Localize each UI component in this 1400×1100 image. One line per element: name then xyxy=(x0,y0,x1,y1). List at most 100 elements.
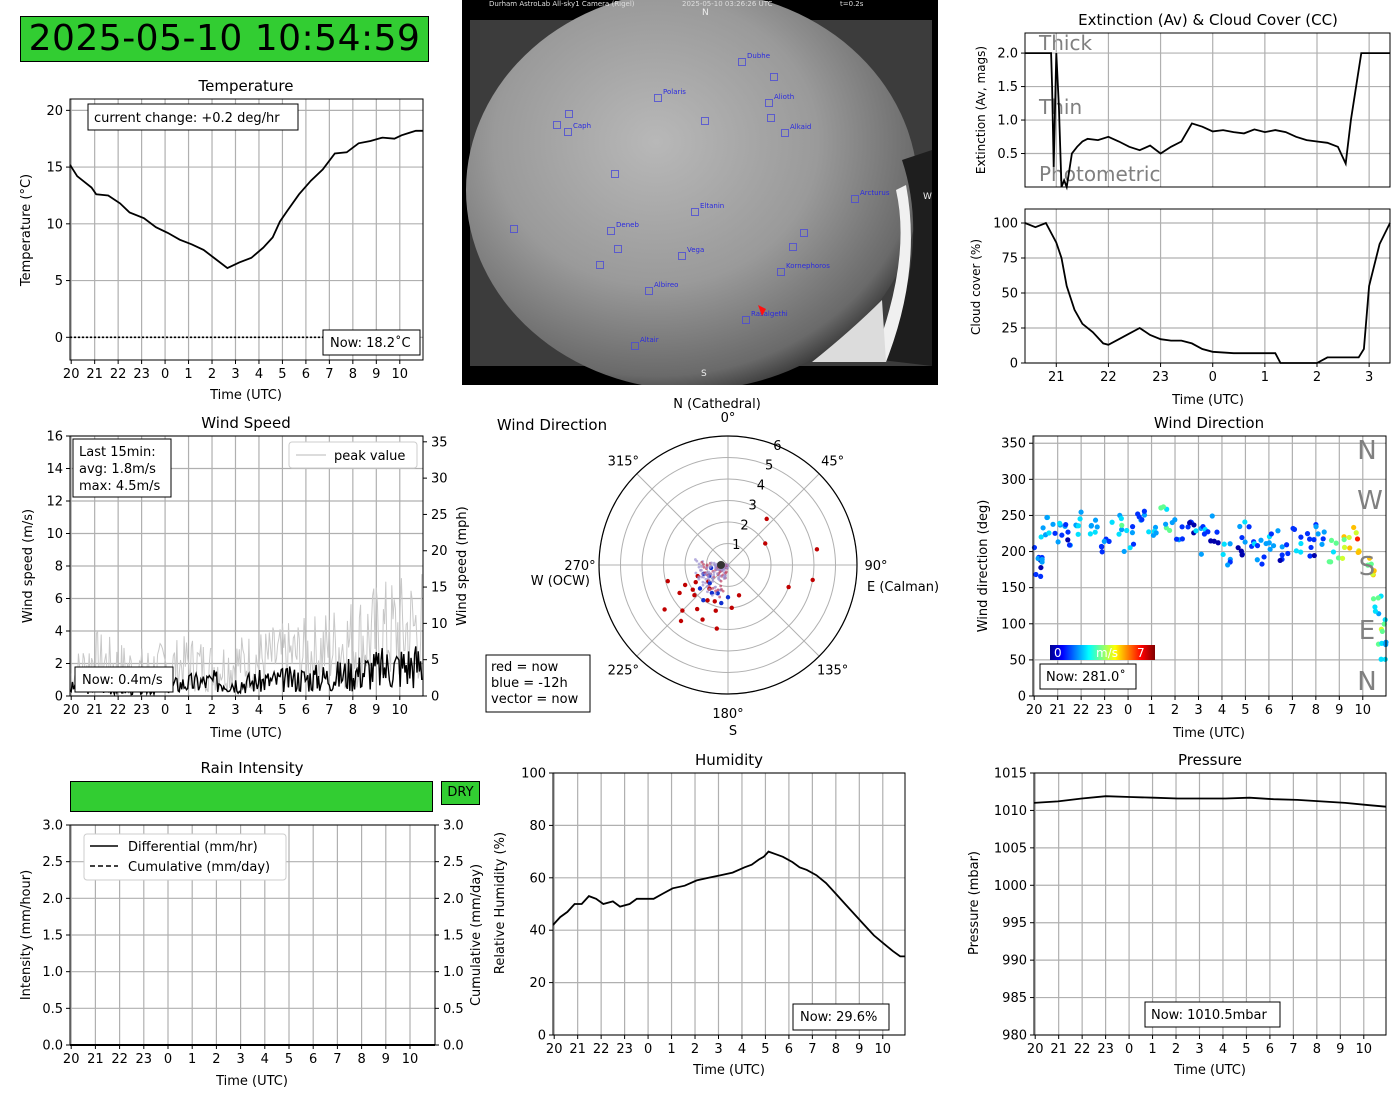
humidity-chart: Humidity Relative Humidity (%) Time (UTC… xyxy=(493,751,906,1078)
extinction-chart: Extinction (Av) & Cloud Cover (CC) Extin… xyxy=(974,11,1391,191)
y-tick-label: 60 xyxy=(529,871,546,886)
x-tick-label: 6 xyxy=(302,367,310,382)
polar-point xyxy=(719,600,724,606)
humidity-xlabel: Time (UTC) xyxy=(692,1063,765,1078)
y2-tick-label: 0.0 xyxy=(443,1039,464,1054)
polar-point xyxy=(705,563,709,567)
y-tick-label: 200 xyxy=(1001,545,1026,560)
x-tick-label: 10 xyxy=(402,1052,419,1067)
wind-direction-point xyxy=(1313,524,1319,530)
extinction-label-thick: Thick xyxy=(1038,31,1092,55)
x-tick-label: 7 xyxy=(1289,1042,1297,1057)
x-tick-label: 9 xyxy=(372,703,380,718)
wind-direction-point xyxy=(1268,531,1274,537)
plot-frame xyxy=(1024,208,1391,364)
wind-direction-point xyxy=(1215,540,1221,546)
polar-point xyxy=(718,595,722,599)
wind-direction-point xyxy=(1209,513,1215,519)
polar-point xyxy=(705,566,709,570)
wind-direction-point xyxy=(1087,531,1093,537)
polar-point xyxy=(697,565,701,569)
polar-point xyxy=(726,566,729,570)
y-tick-label: 2.0 xyxy=(42,892,63,907)
y-tick-label: 0 xyxy=(55,331,63,346)
wind-direction-point xyxy=(1319,541,1325,547)
wind-direction-point xyxy=(1370,596,1377,602)
allsky-star-marker xyxy=(770,73,778,81)
x-tick-label: 21 xyxy=(1050,1042,1067,1057)
polar-point xyxy=(715,572,719,575)
wind-speed-summary-line3: max: 4.5m/s xyxy=(79,479,161,494)
x-tick-label: 20 xyxy=(63,1052,80,1067)
wind-direction-point xyxy=(1193,528,1199,534)
x-tick-label: 2 xyxy=(691,1042,699,1057)
allsky-star-label: Kornephoros xyxy=(786,262,830,270)
polar-point xyxy=(786,584,791,590)
wind-direction-point xyxy=(1092,517,1099,523)
wind-direction-point xyxy=(1341,544,1348,550)
polar-vector xyxy=(717,561,725,569)
y-tick-label: 100 xyxy=(993,217,1018,232)
x-tick-label: 7 xyxy=(333,1052,341,1067)
y-tick-label: 25 xyxy=(1001,322,1018,337)
y-tick-label: 1.5 xyxy=(42,929,63,944)
rain-title: Rain Intensity xyxy=(200,759,303,777)
wind-direction-point xyxy=(1101,538,1107,544)
wind-direction-point xyxy=(1065,537,1071,543)
x-tick-label: 10 xyxy=(392,367,409,382)
plot-frame xyxy=(1032,435,1387,697)
rain-ylabel-right: Cumulative (mm/day) xyxy=(469,864,484,1006)
allsky-star-marker xyxy=(565,110,573,118)
allsky-camera-image: Dubhe Polaris Alioth Caph Alkaid Arcturus Elta… xyxy=(462,0,938,385)
y2-tick-label: 2.0 xyxy=(443,892,464,907)
wind-direction-point xyxy=(1328,537,1335,544)
y-tick-label: 1015 xyxy=(994,767,1027,782)
wind-direction-point xyxy=(1285,550,1291,557)
y-tick-label: 16 xyxy=(46,430,63,445)
x-tick-label: 4 xyxy=(738,1042,746,1057)
wind-speed-xlabel: Time (UTC) xyxy=(209,726,282,741)
polar-point xyxy=(693,558,697,561)
polar-point xyxy=(706,574,710,578)
polar-radius-label: 5 xyxy=(765,459,773,474)
wind-direction-point xyxy=(1339,555,1346,561)
wind-direction-point xyxy=(1078,509,1084,515)
allsky-star-marker xyxy=(701,117,709,125)
wind-direction-point xyxy=(1129,524,1136,530)
polar-point xyxy=(714,585,717,589)
x-tick-label: 5 xyxy=(278,367,286,382)
polar-point xyxy=(705,598,710,603)
polar-radius-label: 1 xyxy=(732,538,740,553)
wind-direction-point xyxy=(1304,531,1311,537)
wind-direction-point xyxy=(1055,539,1061,545)
y-tick-label: 80 xyxy=(529,819,546,834)
polar-spoke xyxy=(636,473,729,566)
polar-point xyxy=(700,564,703,568)
wind-direction-point xyxy=(1109,519,1115,525)
wind-direction-point xyxy=(1119,522,1125,528)
polar-point xyxy=(703,573,707,576)
rain-legend xyxy=(83,833,287,881)
rain-chart: Rain Intensity Intensity (mm/hour) Cumul… xyxy=(19,759,484,1089)
y-tick-label: 40 xyxy=(529,924,546,939)
wind-polar-legend-blue: blue = -12h xyxy=(491,676,568,691)
x-tick-label: 22 xyxy=(593,1042,610,1057)
x-tick-label: 23 xyxy=(133,367,150,382)
x-tick-label: 21 xyxy=(86,367,103,382)
y-tick-label: 0.0 xyxy=(42,1039,63,1054)
x-tick-label: 9 xyxy=(855,1042,863,1057)
x-tick-label: 6 xyxy=(309,1052,317,1067)
wind-direction-point xyxy=(1351,524,1357,531)
x-tick-label: 0 xyxy=(1209,370,1217,385)
wind-direction-point xyxy=(1179,524,1185,530)
wind-direction-point xyxy=(1311,552,1317,559)
y-tick-label: 75 xyxy=(1001,252,1018,267)
polar-radius-label: 4 xyxy=(757,479,765,494)
wind-direction-ylabel: Wind direction (deg) xyxy=(976,500,991,633)
allsky-star-marker xyxy=(678,252,686,260)
wind-direction-point xyxy=(1378,656,1384,662)
polar-point xyxy=(725,595,731,600)
allsky-star-marker xyxy=(742,316,750,324)
wind-direction-point xyxy=(1046,530,1052,536)
